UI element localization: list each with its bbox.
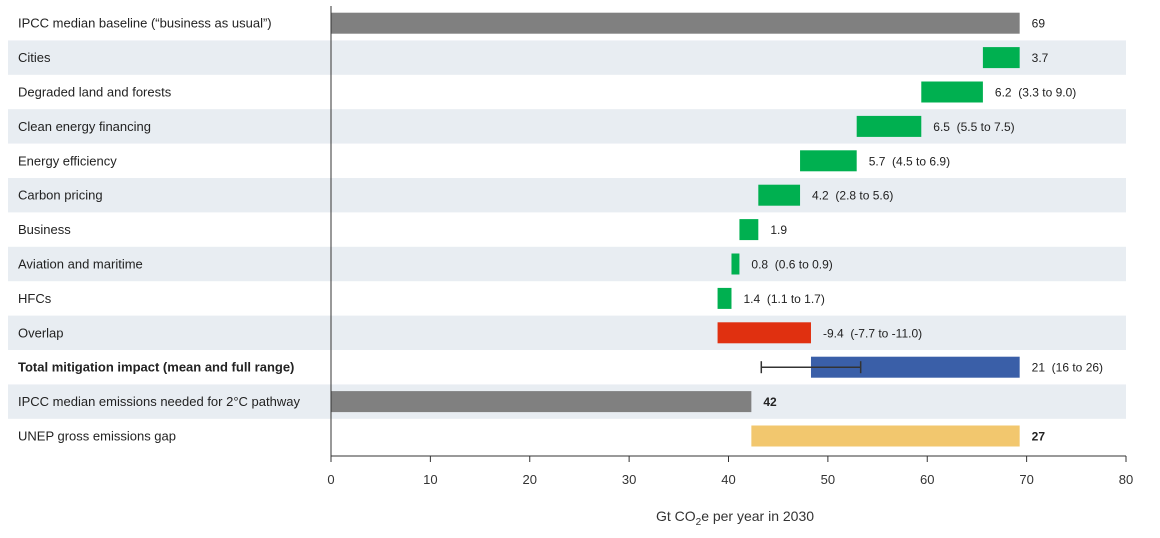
bar: [331, 391, 752, 413]
error-bars: [760, 361, 862, 374]
bar: [731, 253, 740, 275]
row-stripe: [8, 246, 1126, 282]
value-label: 4.2 (2.8 to 5.6): [812, 189, 893, 203]
value-label: 69: [1032, 17, 1046, 31]
x-tick-label: 80: [1119, 472, 1133, 487]
x-tick-label: 70: [1019, 472, 1033, 487]
x-tick-label: 50: [821, 472, 835, 487]
row-label: Carbon pricing: [18, 188, 103, 203]
x-tick-label: 10: [423, 472, 437, 487]
row-label: HFCs: [18, 291, 52, 306]
x-tick-label: 40: [721, 472, 735, 487]
row-label: Degraded land and forests: [18, 85, 172, 100]
row-stripe: [8, 40, 1126, 75]
row-label: IPCC median emissions needed for 2°C pat…: [18, 394, 300, 409]
value-labels: 69 3.7 6.2 (3.3 to 9.0) 6.5 (5.5 to 7.5) 5.7…: [743, 17, 1103, 444]
bar: [921, 81, 983, 103]
bar: [758, 184, 801, 206]
value-label: 27: [1032, 430, 1046, 444]
bars: [331, 12, 1020, 447]
value-label: 21 (16 to 26): [1032, 361, 1103, 375]
value-label: 6.2 (3.3 to 9.0): [995, 86, 1076, 100]
x-tick-label: 0: [327, 472, 334, 487]
x-tick-label: 20: [523, 472, 537, 487]
bar: [856, 115, 922, 137]
x-tick-label: 60: [920, 472, 934, 487]
row-label: Clean energy financing: [18, 119, 151, 134]
bar: [982, 47, 1020, 69]
value-label: 0.8 (0.6 to 0.9): [751, 258, 832, 272]
bar: [717, 322, 811, 344]
bar: [331, 12, 1020, 34]
row-labels: IPCC median baseline (“business as usual…: [18, 16, 300, 444]
x-axis: 0 10 20 30 40 50 60 70 80: [327, 6, 1133, 487]
row-label: Business: [18, 222, 71, 237]
value-label: 1.9: [770, 223, 787, 237]
bar: [751, 425, 1020, 447]
bar: [739, 219, 759, 241]
row-label: IPCC median baseline (“business as usual…: [18, 16, 272, 31]
bar: [717, 287, 732, 309]
row-label: Overlap: [18, 325, 64, 340]
value-label: 3.7: [1032, 51, 1049, 65]
value-label: 6.5 (5.5 to 7.5): [933, 120, 1014, 134]
row-stripe: [8, 109, 1126, 144]
bar: [810, 356, 1020, 378]
value-label: 42: [763, 395, 777, 409]
value-label: 1.4 (1.1 to 1.7): [743, 292, 824, 306]
x-tick-label: 30: [622, 472, 636, 487]
bar: [800, 150, 857, 172]
x-axis-title: Gt CO2e per year in 2030: [656, 508, 814, 528]
row-label: UNEP gross emissions gap: [18, 429, 176, 444]
row-stripe: [8, 178, 1126, 213]
row-label: Energy efficiency: [18, 153, 117, 168]
value-label: 5.7 (4.5 to 6.9): [869, 154, 950, 168]
row-label: Cities: [18, 50, 51, 65]
row-stripe: [8, 315, 1126, 350]
value-label: -9.4 (-7.7 to -11.0): [823, 326, 922, 340]
row-label: Aviation and maritime: [18, 257, 143, 272]
row-label: Total mitigation impact (mean and full r…: [18, 360, 294, 375]
